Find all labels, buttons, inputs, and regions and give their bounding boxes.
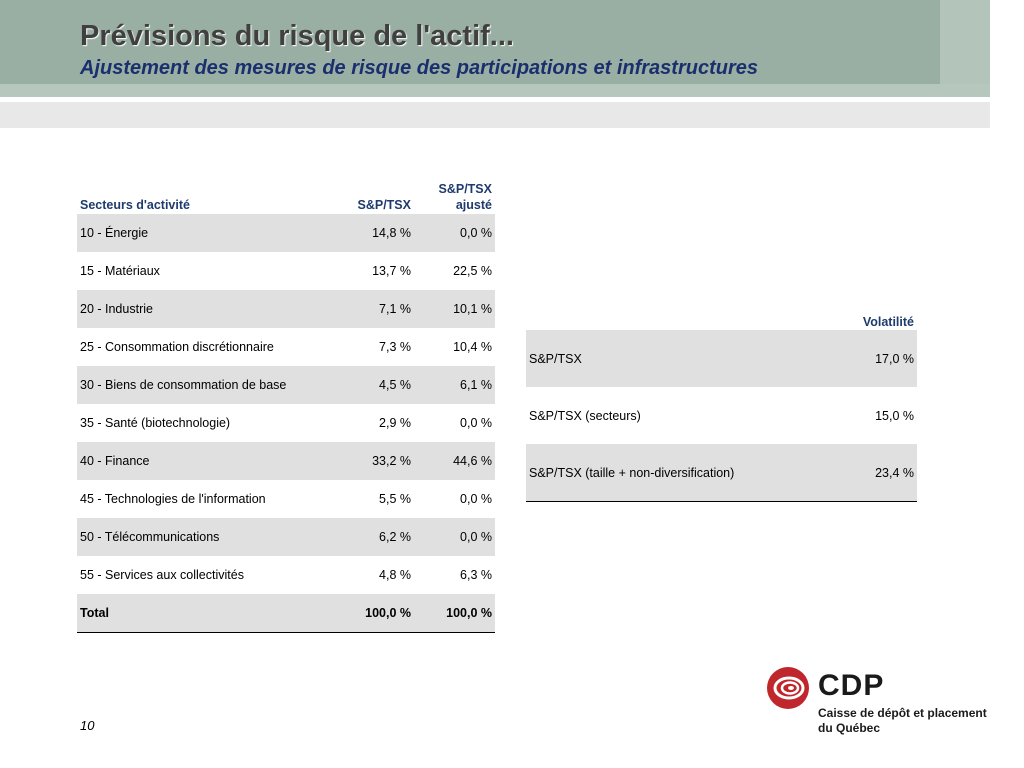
sectors-table: Secteurs d'activité S&P/TSX S&P/TSX ajus…	[77, 179, 495, 633]
adjusted-value-cell: 6,3 %	[460, 568, 492, 582]
sector-cell: 15 - Matériaux	[80, 264, 160, 278]
volatility-value-cell: 15,0 %	[875, 408, 914, 423]
sector-cell: 45 - Technologies de l'information	[80, 492, 266, 506]
table-row: S&P/TSX (secteurs) 15,0 %	[526, 387, 917, 444]
col-header-sp-adjusted-line1: S&P/TSX	[438, 182, 493, 196]
table-row: 40 - Finance 33,2 % 44,6 %	[77, 442, 495, 480]
volatility-value-cell: 23,4 %	[811, 444, 917, 502]
adjusted-value-cell: 0,0 %	[414, 518, 495, 556]
col-header-sp-adjusted-line2: ajusté	[455, 198, 492, 212]
adjusted-value-cell: 6,1 %	[414, 366, 495, 404]
index-label-cell: S&P/TSX (taille + non-diversification)	[526, 444, 811, 502]
sector-cell: 35 - Santé (biotechnologie)	[80, 416, 231, 430]
col-header-sp-adjusted: S&P/TSX ajusté	[414, 179, 495, 214]
total-sp-cell: 100,0 %	[338, 594, 414, 633]
table-row: 25 - Consommation discrétionnaire 7,3 % …	[77, 328, 495, 366]
table-row: 50 - Télécommunications 6,2 % 0,0 %	[77, 518, 495, 556]
sp-value-cell: 6,2 %	[338, 518, 414, 556]
sector-cell: 55 - Services aux collectivités	[80, 568, 244, 582]
logo-tagline-line1: Caisse de dépôt et placement	[818, 706, 987, 720]
sector-cell: 50 - Télécommunications	[77, 518, 338, 556]
sp-value-cell: 7,1 %	[338, 290, 414, 328]
sp-value-cell: 4,8 %	[379, 568, 411, 582]
col-header-volatility: Volatilité	[862, 315, 914, 329]
sector-cell: 10 - Énergie	[77, 214, 338, 252]
sector-cell: 30 - Biens de consommation de base	[77, 366, 338, 404]
table-row: 20 - Industrie 7,1 % 10,1 %	[77, 290, 495, 328]
total-row: Total 100,0 % 100,0 %	[77, 594, 495, 633]
adjusted-value-cell: 10,1 %	[414, 290, 495, 328]
adjusted-value-cell: 44,6 %	[414, 442, 495, 480]
sector-cell: 20 - Industrie	[77, 290, 338, 328]
page-number: 10	[80, 718, 95, 733]
sp-value-cell: 13,7 %	[372, 264, 411, 278]
sp-value-cell: 5,5 %	[379, 492, 411, 506]
table-row: 15 - Matériaux 13,7 % 22,5 %	[77, 252, 495, 290]
table-row: 35 - Santé (biotechnologie) 2,9 % 0,0 %	[77, 404, 495, 442]
sector-cell: 40 - Finance	[77, 442, 338, 480]
title-banner-strip	[0, 84, 990, 97]
sp-value-cell: 33,2 %	[338, 442, 414, 480]
page-subtitle: Ajustement des mesures de risque des par…	[80, 57, 758, 79]
adjusted-value-cell: 0,0 %	[460, 416, 492, 430]
table-row: 10 - Énergie 14,8 % 0,0 %	[77, 214, 495, 252]
title-banner-edge	[940, 0, 990, 84]
total-label-cell: Total	[77, 594, 338, 633]
adjusted-value-cell: 0,0 %	[460, 492, 492, 506]
volatility-table: Volatilité S&P/TSX 17,0 % S&P/TSX (secte…	[526, 311, 917, 502]
table-row: S&P/TSX 17,0 %	[526, 330, 917, 387]
adjusted-value-cell: 22,5 %	[453, 264, 492, 278]
sector-cell: 25 - Consommation discrétionnaire	[80, 340, 274, 354]
adjusted-value-cell: 0,0 %	[414, 214, 495, 252]
title-banner	[0, 0, 940, 84]
volatility-value-cell: 17,0 %	[811, 330, 917, 387]
col-header-sp: S&P/TSX	[357, 198, 412, 212]
sp-value-cell: 7,3 %	[379, 340, 411, 354]
table-row: 45 - Technologies de l'information 5,5 %…	[77, 480, 495, 518]
table-row: 55 - Services aux collectivités 4,8 % 6,…	[77, 556, 495, 594]
logo-tagline-line2: du Québec	[818, 721, 881, 735]
table-row: S&P/TSX (taille + non-diversification) 2…	[526, 444, 917, 502]
index-label-cell: S&P/TSX (secteurs)	[529, 408, 641, 423]
sp-value-cell: 2,9 %	[379, 416, 411, 430]
sp-value-cell: 4,5 %	[338, 366, 414, 404]
col-header-blank	[526, 311, 811, 330]
logo-wordmark: CDP	[818, 669, 885, 702]
sp-value-cell: 14,8 %	[338, 214, 414, 252]
cdp-swirl-logo-icon	[767, 667, 809, 709]
index-label-cell: S&P/TSX	[526, 330, 811, 387]
header-divider-band	[0, 102, 990, 128]
col-header-sector: Secteurs d'activité	[80, 198, 190, 212]
volatility-table-header: Volatilité	[526, 311, 917, 330]
total-adjusted-cell: 100,0 %	[414, 594, 495, 633]
table-row: 30 - Biens de consommation de base 4,5 %…	[77, 366, 495, 404]
page-title: Prévisions du risque de l'actif...	[80, 20, 514, 52]
adjusted-value-cell: 10,4 %	[453, 340, 492, 354]
cdp-logo: CDP Caisse de dépôt et placement du Québ…	[766, 664, 996, 744]
sectors-table-header: Secteurs d'activité S&P/TSX S&P/TSX ajus…	[77, 179, 495, 214]
